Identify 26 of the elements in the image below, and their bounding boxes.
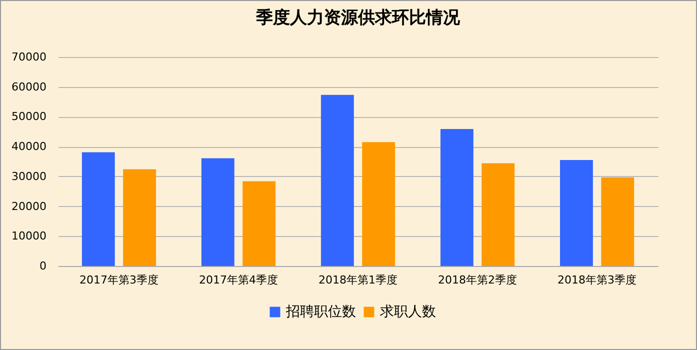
x-tick-label: 2018年第3季度 (558, 274, 637, 286)
y-tick-label: 40000 (12, 140, 46, 154)
y-tick-label: 50000 (12, 110, 46, 124)
x-tick-label: 2017年第3季度 (79, 274, 158, 286)
legend-label: 求职人数 (380, 304, 436, 320)
x-tick-label: 2018年第1季度 (318, 274, 398, 286)
x-tick-label: 2017年第4季度 (198, 274, 278, 286)
y-tick-label: 30000 (12, 170, 46, 183)
legend-label: 招聘职位数 (285, 304, 356, 320)
x-tick-label: 2018年第2季度 (438, 274, 518, 286)
bar (362, 142, 396, 266)
bar (201, 158, 234, 266)
bar (440, 128, 474, 266)
bar (560, 160, 593, 266)
bar (123, 169, 156, 266)
y-tick-label: 60000 (12, 80, 46, 94)
bar (601, 177, 634, 266)
y-tick-label: 70000 (12, 50, 46, 64)
y-tick-label: 0 (40, 260, 46, 272)
bar (320, 94, 354, 266)
chart-title: 季度人力资源供求环比情况 (255, 8, 461, 28)
bar (82, 152, 115, 266)
y-tick-label: 20000 (12, 200, 46, 213)
y-tick-label: 10000 (12, 230, 46, 243)
bar (242, 181, 276, 266)
bar (482, 163, 515, 266)
